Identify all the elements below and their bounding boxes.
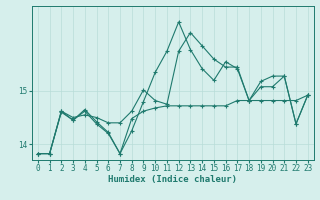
X-axis label: Humidex (Indice chaleur): Humidex (Indice chaleur) [108,175,237,184]
